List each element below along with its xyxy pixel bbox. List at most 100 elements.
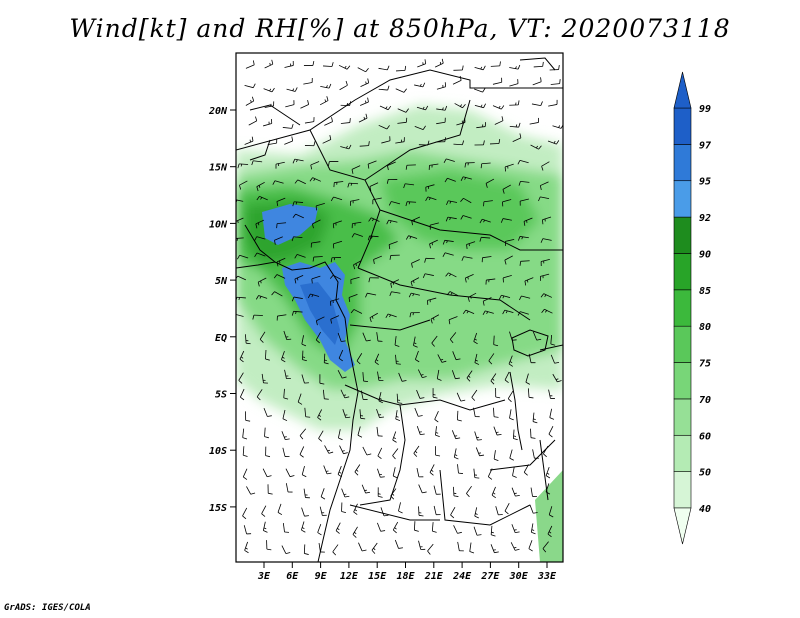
wind-barb <box>490 544 499 554</box>
border-15 <box>519 57 556 71</box>
wind-barb <box>418 140 430 146</box>
wind-barb <box>378 124 390 130</box>
wind-barb <box>373 255 383 265</box>
wind-barb <box>498 294 511 300</box>
lon-label: 3E <box>257 571 271 582</box>
wind-barb <box>338 349 344 362</box>
lon-label: 33E <box>537 571 557 582</box>
wind-barb <box>429 239 438 249</box>
wind-barb <box>379 105 392 111</box>
lon-label: 15E <box>368 571 387 582</box>
wind-barb <box>242 507 248 520</box>
wind-barb <box>410 277 420 287</box>
wind-barb <box>541 308 553 314</box>
wind-barb <box>303 544 309 555</box>
wind-barb <box>301 521 306 533</box>
wind-barb <box>519 260 530 266</box>
wind-barb <box>394 336 400 347</box>
wind-barb <box>312 256 323 262</box>
wind-barb <box>319 374 325 385</box>
wind-barb <box>272 180 284 185</box>
wind-barb <box>335 522 341 534</box>
wind-barb <box>261 373 268 384</box>
wind-barb <box>490 373 497 385</box>
wind-barb <box>332 220 342 229</box>
wind-barb <box>435 137 447 143</box>
border-10 <box>349 504 440 521</box>
border-12 <box>249 104 301 126</box>
wind-barb <box>282 409 288 422</box>
coastline <box>236 261 359 562</box>
border-3 <box>364 99 471 181</box>
wind-barb <box>358 113 368 123</box>
colorbar-top-arrow <box>673 71 692 109</box>
wind-barb <box>239 180 248 190</box>
wind-barb <box>359 141 370 147</box>
latitude-axis: 20N 15N 10N 5N EQ 5S 10S 15S <box>208 106 236 514</box>
wind-barb <box>285 483 293 493</box>
wind-barb <box>242 446 248 457</box>
wind-barb <box>538 196 550 202</box>
wind-barb <box>340 144 352 150</box>
wind-barb <box>540 238 552 243</box>
wind-barb <box>341 502 347 514</box>
colorbar-swatch <box>673 362 692 400</box>
colorbar-swatch <box>673 471 692 509</box>
wind-barb <box>284 60 294 68</box>
wind-barb <box>474 65 486 71</box>
wind-barb <box>368 217 380 222</box>
wind-barb <box>552 124 563 129</box>
wind-barb <box>353 260 362 270</box>
wind-barb <box>254 252 266 257</box>
wind-barb <box>324 445 334 454</box>
wind-barb <box>248 116 258 126</box>
lake-tanganyika <box>509 371 523 451</box>
humidity-shading <box>236 105 563 562</box>
colorbar-level-label: 60 <box>699 431 711 442</box>
wind-barb <box>431 522 437 533</box>
wind-barb <box>532 449 539 459</box>
wind-barb <box>460 197 472 204</box>
colorbar-level-label: 85 <box>699 286 711 297</box>
wind-barb <box>474 103 486 109</box>
wind-barb <box>493 335 499 347</box>
wind-barb <box>457 410 462 422</box>
wind-barb <box>491 486 496 499</box>
colorbar-level-label: 40 <box>699 504 711 515</box>
wind-barb <box>262 118 273 127</box>
wind-barb <box>434 58 444 68</box>
wind-barb <box>543 445 549 458</box>
wind-barb <box>418 484 427 494</box>
wind-barb <box>485 178 495 188</box>
wind-barb <box>479 236 491 242</box>
wind-barb <box>368 277 379 283</box>
wind-barb <box>467 292 477 302</box>
wind-barb <box>495 388 501 399</box>
wind-barb <box>318 430 324 442</box>
wind-barb <box>291 310 303 316</box>
wind-barb <box>531 101 543 106</box>
wind-barb <box>457 464 463 474</box>
lon-label: 27E <box>480 571 500 582</box>
wind-barb <box>461 256 473 261</box>
wind-barb <box>462 309 475 315</box>
wind-barb <box>330 196 343 202</box>
wind-barb <box>237 254 249 260</box>
wind-barb <box>377 487 383 498</box>
wind-barb <box>317 409 323 421</box>
wind-barb <box>509 64 521 70</box>
wind-barb <box>436 105 448 111</box>
wind-barb <box>483 200 493 207</box>
wind-barb <box>509 331 517 341</box>
border-9 <box>439 469 531 526</box>
wind-barb <box>378 65 390 71</box>
wind-barb <box>239 388 245 401</box>
wind-barb <box>529 117 539 125</box>
wind-barb <box>282 123 294 129</box>
wind-barb <box>411 216 421 226</box>
wind-barb <box>387 161 396 171</box>
wind-barb <box>443 158 455 164</box>
wind-barb <box>304 141 316 147</box>
wind-barb <box>376 332 383 342</box>
wind-barb <box>405 164 416 170</box>
